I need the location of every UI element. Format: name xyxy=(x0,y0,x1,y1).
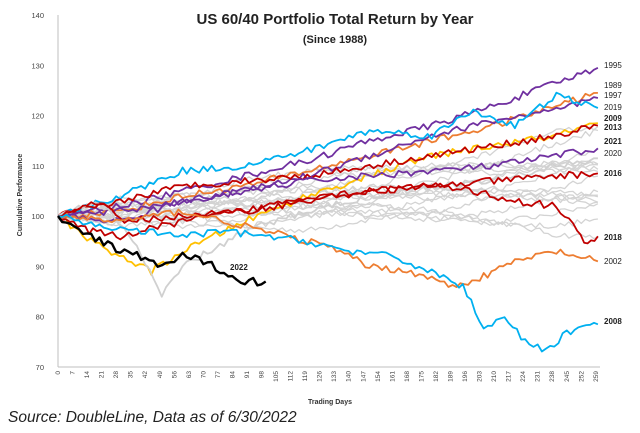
x-tick-label: 28 xyxy=(113,371,120,379)
y-tick-label: 80 xyxy=(36,313,44,322)
x-tick-label: 49 xyxy=(157,371,164,379)
y-axis-label: Cumulative Performance xyxy=(17,154,24,237)
x-tick-label: 231 xyxy=(535,371,542,382)
series-line-2016 xyxy=(57,170,599,241)
x-tick-label: 196 xyxy=(462,371,469,382)
series-line-2020 xyxy=(57,157,598,298)
series-line-2008 xyxy=(57,213,599,353)
series-label-2009: 2009 xyxy=(604,114,622,123)
x-axis-label: Trading Days xyxy=(308,399,352,406)
x-tick-label: 252 xyxy=(578,371,585,382)
plot-area xyxy=(57,15,600,368)
y-tick-label: 140 xyxy=(31,11,44,20)
x-tick-label: 189 xyxy=(447,371,454,382)
x-tick-label: 112 xyxy=(288,371,295,382)
series-label-2018: 2018 xyxy=(604,233,622,242)
source-note: Source: DoubleLine, Data as of 6/30/2022 xyxy=(8,409,297,426)
series-label-1997: 1997 xyxy=(604,91,622,100)
x-tick-label: 98 xyxy=(259,371,266,379)
x-tick-label: 259 xyxy=(593,371,600,382)
series-line-1997 xyxy=(57,96,599,224)
x-tick-label: 224 xyxy=(520,371,527,382)
series-label-2021: 2021 xyxy=(604,137,622,146)
series-line-1995 xyxy=(58,66,599,217)
x-tick-label: 154 xyxy=(375,371,382,382)
y-tick-label: 120 xyxy=(31,112,44,121)
y-tick-label: 70 xyxy=(36,363,44,372)
x-tick-label: 21 xyxy=(99,371,106,379)
x-tick-label: 126 xyxy=(317,371,324,382)
x-tick-label: 91 xyxy=(244,371,251,379)
y-axis-ticks: 70 80 90 100 110 120 130 140 xyxy=(31,11,44,372)
x-tick-label: 161 xyxy=(389,371,396,382)
series-label-2020: 2020 xyxy=(604,149,622,158)
y-tick-label: 100 xyxy=(31,212,44,221)
x-tick-label: 168 xyxy=(404,371,411,382)
series-label-1995: 1995 xyxy=(604,61,622,70)
series-label-2022: 2022 xyxy=(230,263,248,272)
x-axis-ticks: 0 7 14 21 28 35 42 49 56 63 70 77 84 91 98 105 112 119 126… xyxy=(55,371,600,382)
x-tick-label: 42 xyxy=(142,371,149,379)
series-label-2002: 2002 xyxy=(604,257,622,266)
series-label-2008: 2008 xyxy=(604,317,622,326)
x-tick-label: 217 xyxy=(506,371,513,382)
series-label-2016: 2016 xyxy=(604,169,622,178)
x-tick-label: 14 xyxy=(84,371,91,379)
x-tick-label: 84 xyxy=(229,371,236,379)
x-tick-label: 147 xyxy=(360,371,367,382)
y-tick-label: 110 xyxy=(32,162,44,171)
series-line-2018 xyxy=(57,182,599,245)
x-tick-label: 210 xyxy=(491,371,498,382)
x-tick-label: 0 xyxy=(55,371,62,375)
x-tick-label: 7 xyxy=(70,371,77,375)
x-tick-label: 175 xyxy=(418,371,425,382)
y-tick-label: 130 xyxy=(31,61,44,70)
series-line-2013 xyxy=(57,123,599,217)
x-tick-label: 203 xyxy=(477,371,484,382)
x-tick-label: 56 xyxy=(171,371,178,379)
chart-title: US 60/40 Portfolio Total Return by Year xyxy=(196,11,473,28)
series-line-1989 xyxy=(57,92,598,219)
x-tick-label: 140 xyxy=(346,371,353,382)
x-tick-label: 70 xyxy=(200,371,207,379)
series-label-2013: 2013 xyxy=(604,123,622,132)
x-tick-label: 105 xyxy=(273,371,280,382)
x-tick-label: 238 xyxy=(549,371,556,382)
x-tick-label: 245 xyxy=(564,371,571,382)
x-tick-label: 63 xyxy=(186,371,193,379)
series-line-2019 xyxy=(57,91,599,217)
series-label-2019: 2019 xyxy=(604,103,622,112)
series-line-2021 xyxy=(57,147,599,220)
series-lines xyxy=(57,66,599,353)
x-tick-label: 77 xyxy=(215,371,222,379)
x-tick-label: 119 xyxy=(302,371,309,382)
background-series-line xyxy=(57,148,599,217)
series-label-1989: 1989 xyxy=(604,81,622,90)
chart-subtitle: (Since 1988) xyxy=(303,34,368,46)
series-line-2022 xyxy=(57,215,267,287)
y-tick-label: 90 xyxy=(36,262,44,271)
x-tick-label: 133 xyxy=(331,371,338,382)
x-tick-label: 182 xyxy=(433,371,440,382)
x-tick-label: 35 xyxy=(128,371,135,379)
background-series-line xyxy=(57,185,599,218)
